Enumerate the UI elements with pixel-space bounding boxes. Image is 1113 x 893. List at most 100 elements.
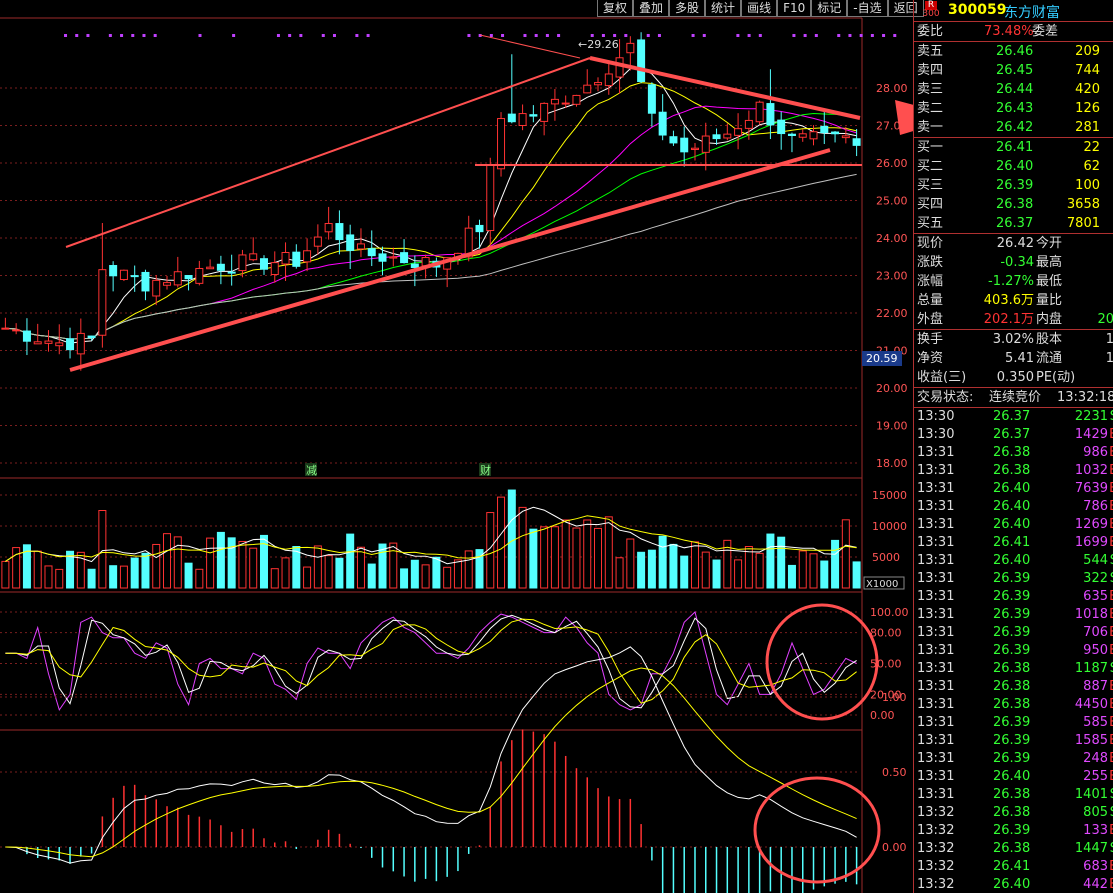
candle-up <box>270 262 279 276</box>
candle-up <box>464 227 473 258</box>
stat-row: 现价 26.42 今开 <box>917 236 1063 251</box>
event-dot <box>467 34 471 37</box>
weibi-row: 委比 73.48% 委差 <box>917 24 1059 39</box>
candle-up <box>615 57 624 78</box>
candle-up <box>173 271 182 286</box>
kline-chart-area[interactable]: 28.0027.0026.0025.0024.0023.0022.0021.00… <box>0 0 913 893</box>
candle-up <box>497 118 506 170</box>
toolbar-item-4[interactable]: 画线 <box>741 0 778 17</box>
volume-bar <box>98 510 107 589</box>
stat-row: 外盘 202.1万 内盘 20 <box>917 312 1113 327</box>
macd-tick: 1.00 <box>882 691 907 704</box>
volume-unit-box <box>863 576 905 590</box>
stock-name[interactable]: 东方财富 <box>1004 5 1060 21</box>
candle-down <box>820 125 829 133</box>
event-dot <box>198 34 202 37</box>
trendline <box>65 57 591 248</box>
price-tick: 26.00 <box>876 157 908 170</box>
volume-bar <box>281 557 290 589</box>
volume-bar <box>594 527 603 589</box>
volume-bar <box>680 555 689 589</box>
event-dot <box>108 34 112 37</box>
kdj-tick: 0.00 <box>870 709 895 722</box>
event-dot <box>75 34 79 37</box>
volume-bar <box>389 542 398 589</box>
toolbar-item-1[interactable]: 叠加 <box>633 0 670 17</box>
ask-row: 卖三 26.44 420 <box>917 82 1100 97</box>
price-tick: 25.00 <box>876 195 908 208</box>
candle-up <box>583 84 592 94</box>
volume-bar <box>701 551 710 589</box>
candle-down <box>227 271 236 274</box>
event-dot <box>523 34 527 37</box>
candle-down <box>475 224 484 233</box>
candle-down <box>141 271 150 292</box>
volume-bar <box>313 545 322 589</box>
event-dot <box>276 34 280 37</box>
chart-toolbar: 复权 叠加 多股 统计 画线 F10 标记 -自选 返回 <box>597 0 924 17</box>
margin-badge: R 300 <box>922 0 940 19</box>
toolbar-item-2[interactable]: 多股 <box>669 0 706 17</box>
price-tick: 28.00 <box>876 82 908 95</box>
event-dot <box>534 34 538 37</box>
toolbar-item-6[interactable]: 标记 <box>811 0 848 17</box>
candle-up <box>33 341 42 345</box>
candle-down <box>292 251 301 267</box>
candle-up <box>690 147 699 150</box>
toolbar-item-3[interactable]: 统计 <box>705 0 742 17</box>
volume-bar <box>852 561 861 589</box>
toolbar-item-7[interactable]: -自选 <box>847 0 888 17</box>
event-mark: 减 <box>306 464 317 477</box>
bid-row: 买四 26.38 3658 <box>917 197 1100 212</box>
candle-up <box>701 135 710 153</box>
volume-ma-line <box>5 515 857 562</box>
ask-row: 卖二 26.43 126 <box>917 101 1100 116</box>
candle-up <box>604 73 613 87</box>
event-dot <box>613 34 617 37</box>
event-dot <box>657 34 661 37</box>
candle-down <box>259 258 268 270</box>
price-tick: 23.00 <box>876 270 908 283</box>
volume-bar <box>486 512 495 589</box>
volume-bar <box>22 544 31 589</box>
candle-up <box>55 342 64 347</box>
candle-up <box>119 269 128 281</box>
event-dot <box>848 34 852 37</box>
candle-up <box>98 269 107 336</box>
toolbar-item-8[interactable]: 返回 <box>887 0 924 17</box>
toolbar-item-5[interactable]: F10 <box>777 0 812 17</box>
price-tick: 22.00 <box>876 307 908 320</box>
volume-bar <box>12 547 21 589</box>
candle-down <box>852 138 861 146</box>
toolbar-item-0[interactable]: 复权 <box>597 0 634 17</box>
volume-bar <box>270 568 279 589</box>
event-dot <box>321 34 325 37</box>
volume-bar <box>820 560 829 589</box>
event-dot <box>646 34 650 37</box>
volume-bar <box>550 526 559 589</box>
volume-bar <box>421 564 430 589</box>
current-price-label: 20.59 <box>866 352 898 365</box>
volume-bar <box>216 531 225 589</box>
candle-down <box>680 137 689 153</box>
stat-row: 净资5.41流通1 <box>917 351 1113 366</box>
candle-down <box>777 119 786 135</box>
candle-up <box>389 256 398 259</box>
volume-bar <box>292 546 301 589</box>
event-dot <box>131 34 135 37</box>
annotation-circle-macd <box>753 776 881 884</box>
macd-tick: 0.50 <box>882 766 907 779</box>
stock-code[interactable]: 300059 <box>948 2 1007 18</box>
event-dot <box>64 34 68 37</box>
candle-down <box>367 248 376 257</box>
candle-down <box>507 113 516 123</box>
candle-down <box>400 252 409 264</box>
